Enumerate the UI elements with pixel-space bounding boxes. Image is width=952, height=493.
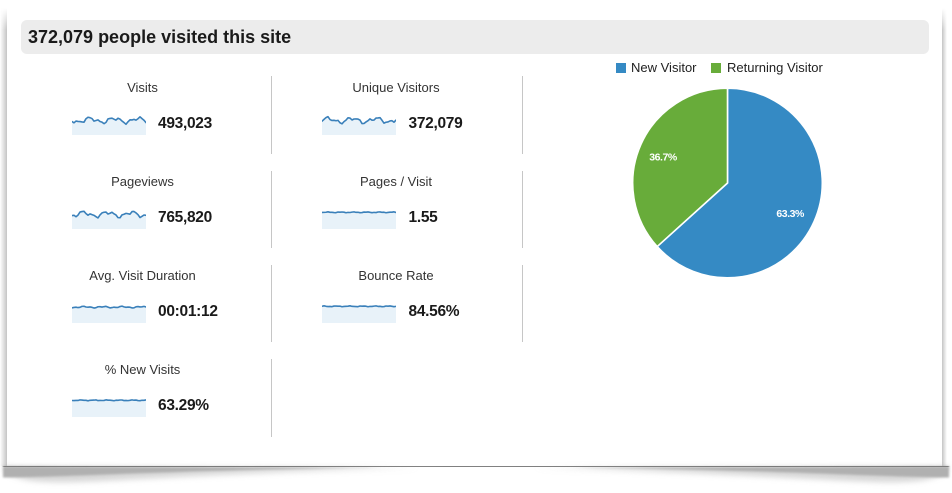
svg-text:63.3%: 63.3% xyxy=(776,208,805,220)
svg-text:36.7%: 36.7% xyxy=(649,152,678,164)
